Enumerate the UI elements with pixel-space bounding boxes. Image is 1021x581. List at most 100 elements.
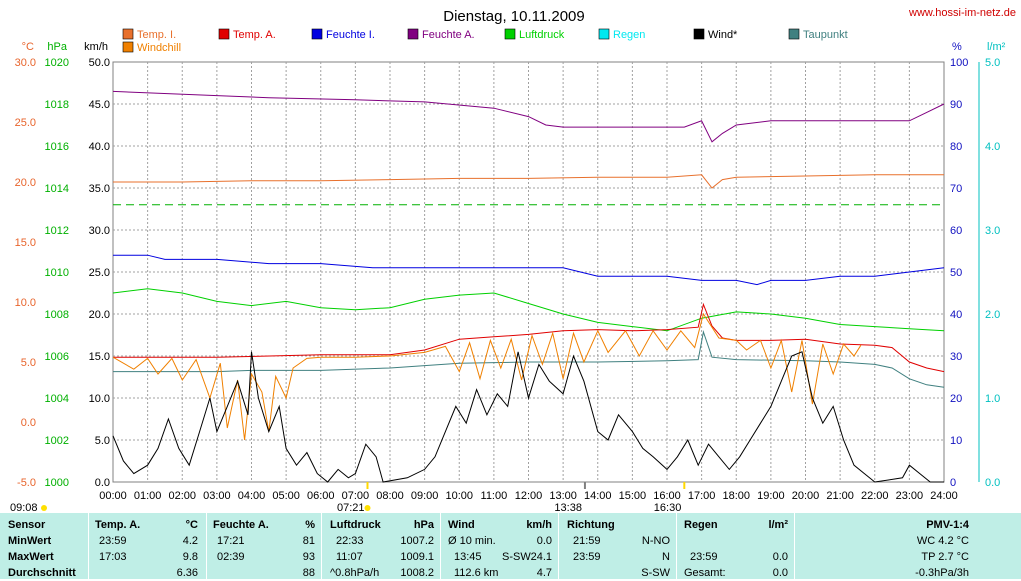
y-tick-wind: 40.0: [89, 141, 110, 153]
stats-direction-header: Richtung: [567, 519, 615, 531]
x-tick-label: 01:00: [134, 490, 162, 502]
legend-swatch: [504, 28, 516, 40]
stats-direction-r3: S-SW: [641, 567, 670, 579]
chart-axes: -5.00.05.010.015.020.025.030.0°C10001002…: [10, 41, 1006, 513]
y-tick-pressure: 1004: [45, 393, 69, 405]
x-tick-label: 09:00: [411, 490, 439, 502]
stats-wind-max-time: 13:45: [454, 551, 482, 563]
stats-pmv-column: PMV-1:4 WC 4.2 °C TP 2.7 °C -0.3hPa/3h: [795, 513, 1021, 579]
stats-wind-distance: 112.6 km: [454, 567, 499, 579]
stats-humidity-header: Feuchte A.: [213, 519, 269, 531]
y-tick-pressure: 1006: [45, 351, 69, 363]
stats-wind-header: Wind: [448, 519, 475, 531]
y-tick-humidity: 50: [950, 267, 962, 279]
x-tick-label: 17:00: [688, 490, 716, 502]
y-tick-temp: -5.0: [17, 477, 36, 489]
time-marker-label: 07:21: [337, 502, 365, 513]
stats-humidity-column: Feuchte A.% 17:21 81 02:39 93 88: [207, 513, 321, 579]
legend-label: Taupunkt: [803, 29, 848, 41]
x-tick-label: 15:00: [619, 490, 647, 502]
series-line-4: [113, 302, 945, 373]
y-tick-wind: 5.0: [95, 435, 110, 447]
stats-rain-column: Regen l/m² 23:59 0.0 Gesamt: 0.0: [677, 513, 794, 579]
website-link[interactable]: www.hossi-im-netz.de: [908, 7, 1016, 19]
y-tick-temp: 30.0: [15, 57, 36, 69]
stats-direction-r1: N-NO: [641, 535, 670, 547]
stats-wind-max-dir: S-SW: [502, 551, 531, 563]
y-tick-temp: 20.0: [15, 177, 36, 189]
y-unit-pressure: hPa: [47, 41, 67, 53]
statistics-panel: Sensor MinWert MaxWert Durchschnitt Temp…: [0, 513, 1021, 579]
y-tick-rain: 2.0: [985, 309, 1000, 321]
chart-title: Dienstag, 10.11.2009: [443, 8, 585, 25]
x-tick-label: 08:00: [376, 490, 404, 502]
y-tick-humidity: 0: [950, 477, 956, 489]
stats-humidity-avg: 88: [302, 567, 315, 579]
stats-temp-column: Temp. A. °C 23:59 4.2 17:03 9.8 6.36: [89, 513, 206, 579]
stats-pressure-column: Luftdruck hPa 22:33 1007.2 11:07 1009.1 ^0.…: [322, 513, 440, 579]
legend-swatch: [122, 41, 134, 53]
x-tick-label: 04:00: [238, 490, 266, 502]
series-line-7: [112, 351, 944, 483]
y-unit-rain: l/m²: [987, 41, 1006, 53]
x-tick-label: 11:00: [481, 490, 508, 502]
legend-label: Temp. A.: [233, 29, 276, 41]
y-tick-humidity: 100: [950, 57, 968, 69]
x-tick-label: 14:00: [584, 490, 612, 502]
y-tick-temp: 0.0: [21, 417, 36, 429]
legend-swatch: [122, 28, 134, 40]
y-tick-humidity: 90: [950, 99, 962, 111]
stats-pmv-dewpoint: TP 2.7 °C: [921, 551, 969, 563]
stats-temp-max: 9.8: [182, 551, 198, 563]
stats-direction-r2-time: 23:59: [573, 551, 601, 563]
y-tick-wind: 0.0: [95, 477, 110, 489]
x-tick-label: 06:00: [307, 490, 335, 502]
y-tick-humidity: 70: [950, 183, 962, 195]
stats-direction-r1-time: 21:59: [573, 535, 601, 547]
y-tick-pressure: 1010: [45, 267, 69, 279]
series-line-5: [113, 330, 945, 388]
x-tick-label: 12:00: [515, 490, 543, 502]
y-tick-rain: 0.0: [985, 477, 1000, 489]
y-tick-pressure: 1018: [45, 99, 69, 111]
legend-swatch: [311, 28, 323, 40]
stats-rain-total-label: Gesamt:: [684, 567, 726, 579]
y-tick-pressure: 1008: [45, 309, 69, 321]
legend-swatch: [598, 28, 610, 40]
y-tick-temp: 15.0: [15, 237, 36, 249]
stats-temp-unit: °C: [185, 519, 198, 531]
series-line-3: [113, 254, 945, 286]
stats-rain-unit: l/m²: [768, 519, 788, 531]
y-tick-pressure: 1012: [45, 225, 69, 237]
y-tick-wind: 20.0: [89, 309, 110, 321]
stats-temp-avg: 6.36: [176, 567, 198, 579]
stats-wind-max: 24.1: [530, 551, 552, 563]
stats-temp-min: 4.2: [182, 535, 198, 547]
x-tick-label: 00:00: [99, 490, 127, 502]
stats-rain-header: Regen: [684, 519, 718, 531]
y-tick-humidity: 30: [950, 351, 962, 363]
stats-direction-column: Richtung 21:59 N-NO 23:59 N S-SW: [559, 513, 676, 579]
chart-series: [112, 90, 945, 483]
x-tick-label: 24:00: [930, 490, 958, 502]
x-tick-label: 13:00: [549, 490, 577, 502]
y-tick-pressure: 1020: [45, 57, 69, 69]
y-tick-rain: 5.0: [985, 57, 1000, 69]
stats-pressure-max: 1009.1: [400, 551, 434, 563]
x-tick-label: 20:00: [792, 490, 820, 502]
legend-swatch: [693, 28, 705, 40]
time-marker-label: 16:30: [654, 502, 682, 513]
chart-legend: Temp. I. Temp. A. Feuchte I. Feuchte A. Luft…: [122, 28, 848, 54]
y-tick-temp: 10.0: [15, 297, 36, 309]
stats-rain-total: 0.0: [772, 567, 788, 579]
y-tick-wind: 30.0: [89, 225, 110, 237]
y-tick-humidity: 40: [950, 309, 962, 321]
left-time-label: 09:08: [10, 502, 38, 513]
stats-wind-avg10-label: Ø 10 min.: [448, 535, 496, 547]
series-line-1: [113, 174, 944, 189]
stats-row-min: MinWert: [8, 535, 52, 547]
stats-pressure-max-time: 11:07: [336, 551, 363, 563]
stats-sensor-header: Sensor: [8, 519, 46, 531]
series-line-2: [112, 288, 945, 332]
legend-label: Feuchte I.: [326, 29, 375, 41]
